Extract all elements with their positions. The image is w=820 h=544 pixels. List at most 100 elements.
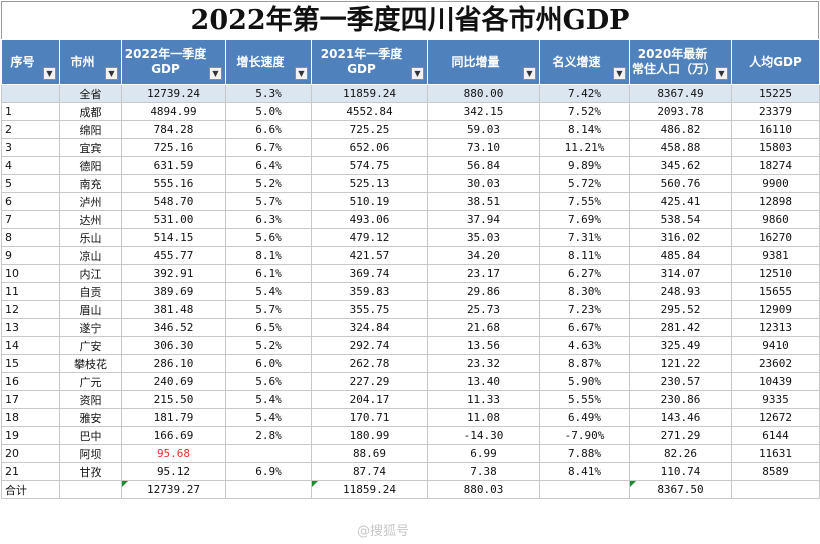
cell-gdp2022[interactable]: 725.16 [121, 138, 226, 157]
cell-growth[interactable]: 5.0% [225, 102, 312, 121]
cell-per-capita[interactable]: 9381 [731, 246, 820, 265]
cell-nominal[interactable]: 5.90% [539, 372, 630, 391]
cell-increase[interactable]: -14.30 [427, 426, 540, 445]
cell-per-capita[interactable]: 18274 [731, 156, 820, 175]
cell-seq[interactable]: 15 [1, 354, 60, 373]
cell-per-capita[interactable]: 15225 [731, 84, 820, 103]
cell-city[interactable]: 泸州 [59, 192, 122, 211]
cell-growth[interactable] [225, 444, 312, 463]
cell-gdp2021[interactable]: 88.69 [311, 444, 428, 463]
cell-population[interactable]: 248.93 [629, 282, 732, 301]
cell-nominal[interactable]: 7.55% [539, 192, 630, 211]
cell-gdp2021[interactable]: 170.71 [311, 408, 428, 427]
cell-population[interactable]: 485.84 [629, 246, 732, 265]
cell-growth[interactable]: 5.7% [225, 192, 312, 211]
cell-per-capita[interactable]: 15803 [731, 138, 820, 157]
cell-nominal[interactable]: -7.90% [539, 426, 630, 445]
cell-gdp2022[interactable]: 215.50 [121, 390, 226, 409]
cell-gdp2021[interactable]: 525.13 [311, 174, 428, 193]
total-cell-increase[interactable]: 880.03 [427, 480, 540, 499]
filter-dropdown-icon[interactable]: ▼ [613, 67, 626, 80]
cell-growth[interactable]: 5.6% [225, 372, 312, 391]
cell-growth[interactable]: 5.4% [225, 390, 312, 409]
cell-population[interactable]: 230.86 [629, 390, 732, 409]
cell-increase[interactable]: 25.73 [427, 300, 540, 319]
cell-growth[interactable]: 6.1% [225, 264, 312, 283]
cell-increase[interactable]: 56.84 [427, 156, 540, 175]
cell-per-capita[interactable]: 9900 [731, 174, 820, 193]
filter-dropdown-icon[interactable]: ▼ [43, 67, 56, 80]
cell-gdp2021[interactable]: 725.25 [311, 120, 428, 139]
cell-gdp2022[interactable]: 548.70 [121, 192, 226, 211]
cell-seq[interactable]: 13 [1, 318, 60, 337]
cell-city[interactable]: 攀枝花 [59, 354, 122, 373]
cell-seq[interactable]: 1 [1, 102, 60, 121]
cell-population[interactable]: 8367.49 [629, 84, 732, 103]
cell-per-capita[interactable]: 12510 [731, 264, 820, 283]
cell-seq[interactable]: 18 [1, 408, 60, 427]
cell-population[interactable]: 110.74 [629, 462, 732, 481]
cell-growth[interactable]: 5.2% [225, 336, 312, 355]
cell-seq[interactable]: 6 [1, 192, 60, 211]
cell-seq[interactable]: 5 [1, 174, 60, 193]
cell-city[interactable]: 自贡 [59, 282, 122, 301]
cell-nominal[interactable]: 6.67% [539, 318, 630, 337]
cell-per-capita[interactable]: 12672 [731, 408, 820, 427]
cell-population[interactable]: 560.76 [629, 174, 732, 193]
cell-per-capita[interactable]: 15655 [731, 282, 820, 301]
cell-gdp2021[interactable]: 87.74 [311, 462, 428, 481]
cell-nominal[interactable]: 7.88% [539, 444, 630, 463]
cell-gdp2022[interactable]: 306.30 [121, 336, 226, 355]
cell-per-capita[interactable]: 16110 [731, 120, 820, 139]
cell-city[interactable]: 乐山 [59, 228, 122, 247]
cell-increase[interactable]: 73.10 [427, 138, 540, 157]
cell-gdp2021[interactable]: 652.06 [311, 138, 428, 157]
cell-per-capita[interactable]: 16270 [731, 228, 820, 247]
cell-gdp2021[interactable]: 227.29 [311, 372, 428, 391]
cell-seq[interactable]: 9 [1, 246, 60, 265]
cell-city[interactable]: 凉山 [59, 246, 122, 265]
cell-seq[interactable]: 14 [1, 336, 60, 355]
cell-nominal[interactable]: 7.42% [539, 84, 630, 103]
cell-nominal[interactable]: 7.69% [539, 210, 630, 229]
total-cell-gdp2022[interactable]: 12739.27 [121, 480, 226, 499]
cell-population[interactable]: 538.54 [629, 210, 732, 229]
cell-seq[interactable]: 12 [1, 300, 60, 319]
total-cell-label[interactable]: 合计 [1, 480, 60, 499]
cell-seq[interactable]: 2 [1, 120, 60, 139]
cell-seq[interactable]: 16 [1, 372, 60, 391]
cell-nominal[interactable]: 9.89% [539, 156, 630, 175]
cell-seq[interactable]: 19 [1, 426, 60, 445]
cell-nominal[interactable]: 7.52% [539, 102, 630, 121]
total-cell-empty[interactable] [59, 480, 122, 499]
cell-gdp2021[interactable]: 4552.84 [311, 102, 428, 121]
cell-increase[interactable]: 13.40 [427, 372, 540, 391]
cell-per-capita[interactable]: 11631 [731, 444, 820, 463]
cell-population[interactable]: 486.82 [629, 120, 732, 139]
cell-population[interactable]: 82.26 [629, 444, 732, 463]
cell-growth[interactable]: 5.4% [225, 282, 312, 301]
cell-growth[interactable]: 5.3% [225, 84, 312, 103]
cell-increase[interactable]: 23.32 [427, 354, 540, 373]
cell-population[interactable]: 316.02 [629, 228, 732, 247]
cell-growth[interactable]: 5.2% [225, 174, 312, 193]
cell-gdp2022[interactable]: 95.12 [121, 462, 226, 481]
total-cell-gdp2021[interactable]: 11859.24 [311, 480, 428, 499]
cell-growth[interactable]: 6.4% [225, 156, 312, 175]
cell-per-capita[interactable]: 9410 [731, 336, 820, 355]
filter-dropdown-icon[interactable]: ▼ [209, 67, 222, 80]
cell-seq[interactable] [1, 84, 60, 103]
cell-gdp2021[interactable]: 359.83 [311, 282, 428, 301]
cell-increase[interactable]: 7.38 [427, 462, 540, 481]
cell-nominal[interactable]: 6.27% [539, 264, 630, 283]
cell-gdp2021[interactable]: 292.74 [311, 336, 428, 355]
cell-gdp2021[interactable]: 493.06 [311, 210, 428, 229]
cell-gdp2022[interactable]: 4894.99 [121, 102, 226, 121]
cell-gdp2021[interactable]: 262.78 [311, 354, 428, 373]
total-cell-empty[interactable] [539, 480, 630, 499]
cell-seq[interactable]: 20 [1, 444, 60, 463]
cell-city[interactable]: 遂宁 [59, 318, 122, 337]
cell-gdp2021[interactable]: 180.99 [311, 426, 428, 445]
cell-per-capita[interactable]: 9860 [731, 210, 820, 229]
total-cell-empty[interactable] [225, 480, 312, 499]
